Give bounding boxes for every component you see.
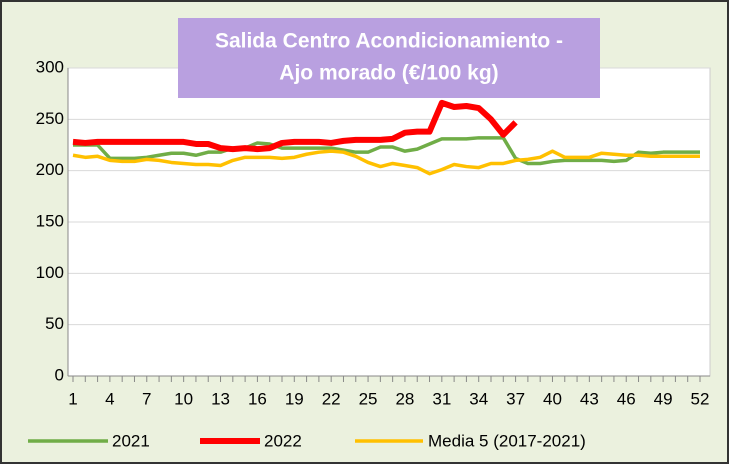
x-tick-label: 52: [691, 389, 710, 408]
y-tick-label: 100: [36, 263, 64, 282]
x-tick-label: 22: [322, 389, 341, 408]
x-tick-label: 40: [543, 389, 562, 408]
x-tick-label: 43: [580, 389, 599, 408]
x-tick-label: 28: [395, 389, 414, 408]
x-tick-label: 49: [654, 389, 673, 408]
x-tick-label: 13: [211, 389, 230, 408]
x-tick-label: 4: [105, 389, 114, 408]
legend-label: 2021: [112, 431, 150, 450]
x-tick-label: 46: [617, 389, 636, 408]
x-tick-label: 1: [68, 389, 77, 408]
y-tick-label: 250: [36, 109, 64, 128]
series-line: [72, 149, 700, 176]
series-line: [73, 136, 700, 166]
y-tick-label: 50: [45, 314, 64, 333]
y-tick-label: 150: [36, 211, 64, 230]
y-tick-label: 200: [36, 160, 64, 179]
x-tick-label: 19: [285, 389, 304, 408]
x-tick-label: 25: [359, 389, 378, 408]
chart-title: Ajo morado (€/100 kg): [279, 62, 498, 85]
x-tick-label: 7: [142, 389, 151, 408]
title-box: [178, 18, 600, 98]
x-tick-label: 31: [432, 389, 451, 408]
y-tick-label: 0: [55, 365, 64, 384]
legend-label: Media 5 (2017-2021): [428, 431, 586, 450]
legend-label: 2022: [264, 431, 302, 450]
x-tick-label: 37: [506, 389, 525, 408]
x-tick-label: 34: [469, 389, 488, 408]
chart-title: Salida Centro Acondicionamiento -: [215, 30, 563, 53]
x-tick-label: 10: [174, 389, 193, 408]
x-tick-label: 16: [248, 389, 267, 408]
y-tick-label: 300: [36, 57, 64, 76]
series-line: [72, 99, 518, 153]
